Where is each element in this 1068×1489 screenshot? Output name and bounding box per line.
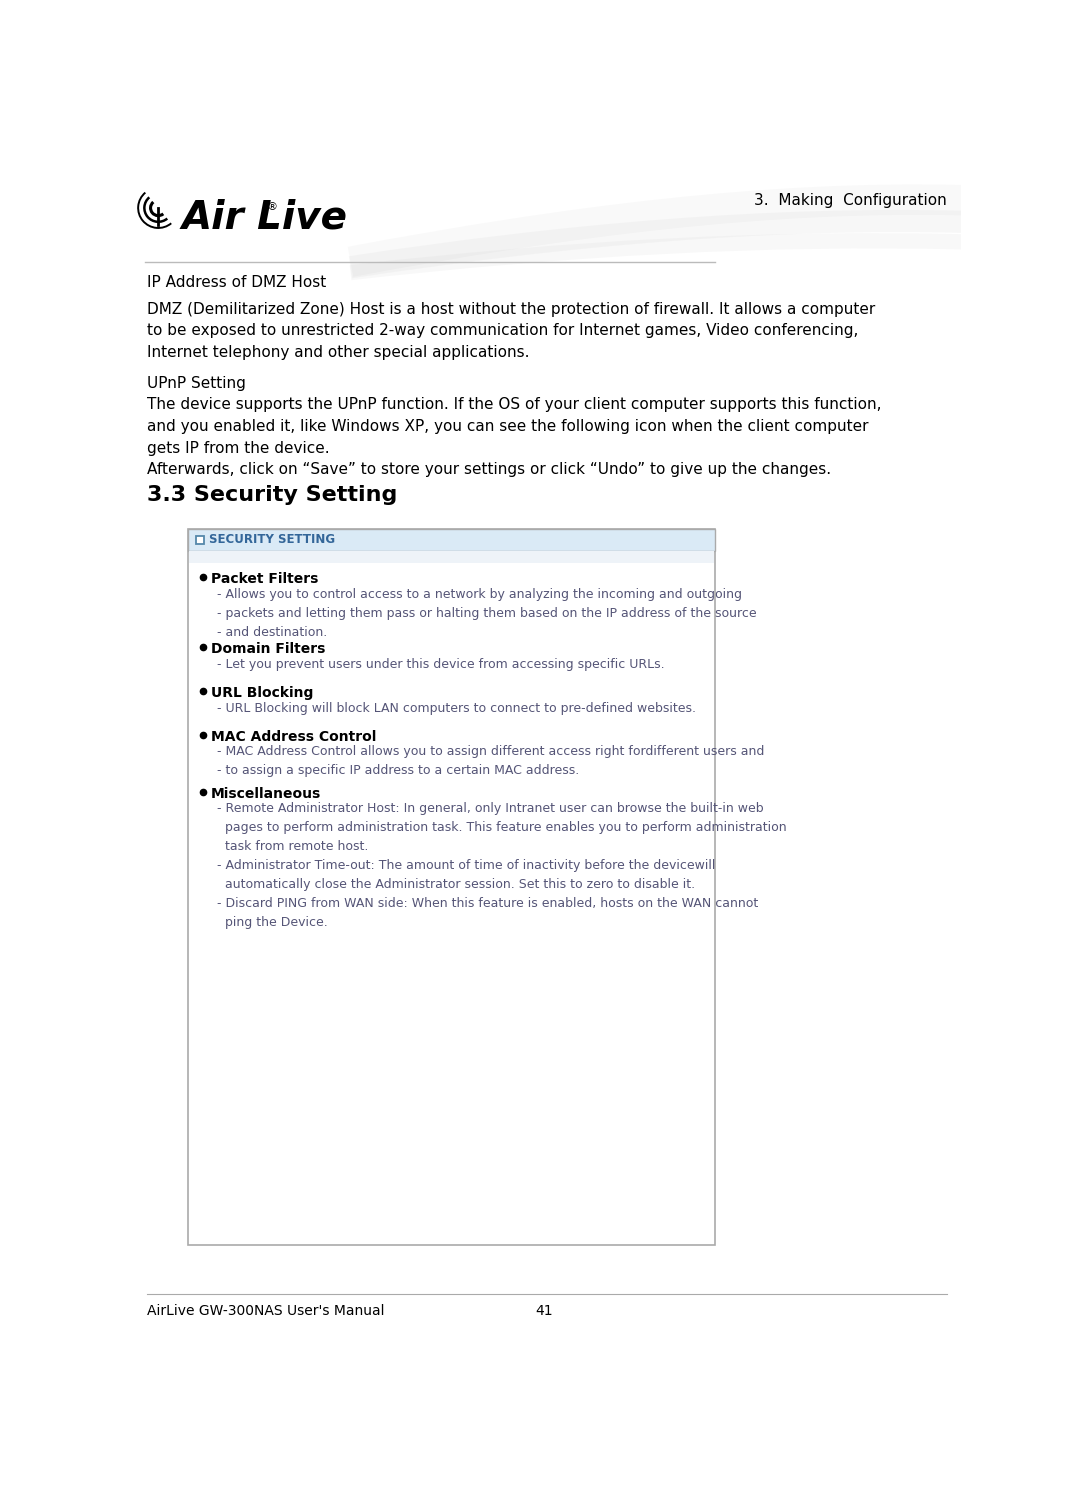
Text: - MAC Address Control allows you to assign different access right fordifferent u: - MAC Address Control allows you to assi… [217, 746, 765, 777]
Text: AirLive GW-300NAS User's Manual: AirLive GW-300NAS User's Manual [147, 1304, 384, 1318]
Bar [188, 529, 714, 551]
Text: ®: ® [267, 203, 278, 211]
Text: - Let you prevent users under this device from accessing specific URLs.: - Let you prevent users under this devic… [217, 658, 664, 670]
Text: Packet Filters: Packet Filters [211, 572, 318, 587]
Text: 3.3 Security Setting: 3.3 Security Setting [147, 485, 397, 505]
Text: DMZ (Demilitarized Zone) Host is a host without the protection of firewall. It a: DMZ (Demilitarized Zone) Host is a host … [147, 302, 876, 360]
Text: - Allows you to control access to a network by analyzing the incoming and outgoi: - Allows you to control access to a netw… [217, 588, 757, 639]
Text: 41: 41 [535, 1304, 553, 1318]
Bar [188, 529, 714, 1245]
Text: - Remote Administrator Host: In general, only Intranet user can browse the built: - Remote Administrator Host: In general,… [217, 803, 787, 929]
Bar [195, 536, 204, 543]
Text: MAC Address Control: MAC Address Control [211, 730, 376, 744]
Text: Air Live: Air Live [182, 198, 347, 237]
Text: UPnP Setting
The device supports the UPnP function. If the OS of your client com: UPnP Setting The device supports the UPn… [147, 375, 882, 476]
Text: SECURITY SETTING: SECURITY SETTING [208, 533, 334, 546]
Text: URL Blocking: URL Blocking [211, 686, 313, 700]
Text: Domain Filters: Domain Filters [211, 642, 326, 657]
Text: Miscellaneous: Miscellaneous [211, 788, 321, 801]
Text: IP Address of DMZ Host: IP Address of DMZ Host [147, 275, 327, 290]
Text: - URL Blocking will block LAN computers to connect to pre-defined websites.: - URL Blocking will block LAN computers … [217, 701, 696, 715]
Text: 3.  Making  Configuration: 3. Making Configuration [754, 192, 947, 207]
Bar [189, 551, 714, 563]
